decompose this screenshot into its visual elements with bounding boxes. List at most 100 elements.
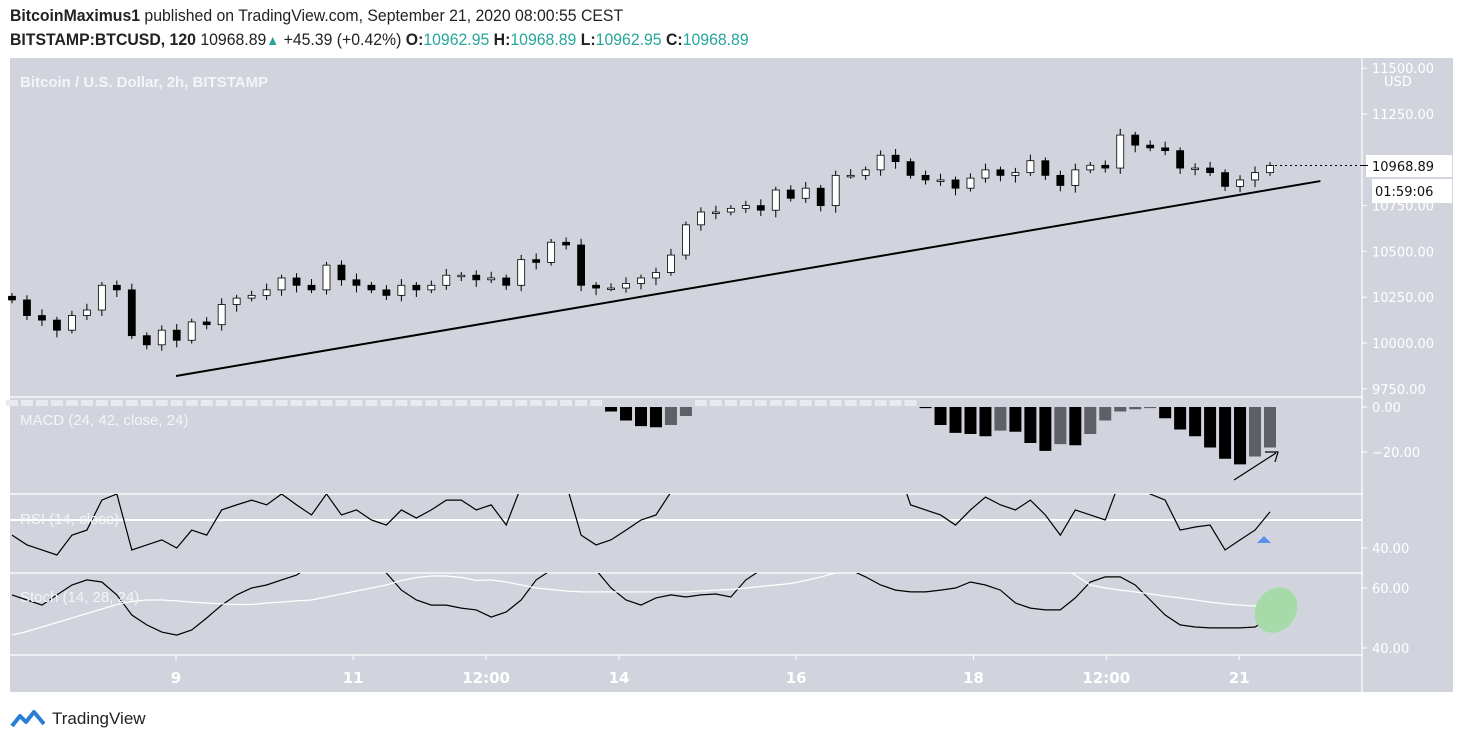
time-tick-label: 18 <box>963 669 984 687</box>
pane-dividers <box>10 58 1452 692</box>
macd-bar-falling <box>635 407 647 427</box>
candle-down <box>1101 164 1110 169</box>
macd-bar-rising <box>1099 407 1112 421</box>
macd-bar-zero <box>50 400 63 406</box>
candle-up <box>711 211 720 214</box>
candle-up <box>187 321 196 341</box>
chart-title: Bitcoin / U.S. Dollar, 2h, BITSTAMP <box>20 74 269 91</box>
macd-bar-zero <box>275 400 288 406</box>
annotations <box>175 180 1321 633</box>
candle-down <box>921 174 930 181</box>
price-tick-label: 10500.00 <box>1372 245 1434 260</box>
candle-down <box>292 277 301 286</box>
candle-down <box>367 284 376 291</box>
macd-bar-zero <box>110 400 123 406</box>
macd-bar-zero <box>530 400 543 406</box>
macd-bar-rising <box>1144 407 1157 409</box>
macd-bar-zero <box>80 400 93 406</box>
time-tick-label: 21 <box>1229 669 1250 687</box>
macd-bar-zero <box>455 400 468 406</box>
low-value: 10962.95 <box>595 30 662 49</box>
macd-bar-zero <box>694 400 707 406</box>
macd-bar-rising <box>1249 407 1262 457</box>
rsi-legend: RSI (14, close) <box>20 511 120 528</box>
macd-bar-zero <box>200 400 213 406</box>
macd-bar-falling <box>620 407 633 421</box>
macd-bar-zero <box>814 400 827 406</box>
candle-up <box>667 254 675 273</box>
time-tick-label: 16 <box>786 669 807 687</box>
candle-down <box>951 179 960 189</box>
price-tick-label: 10750.00 <box>1372 200 1434 215</box>
macd-bar-zero <box>170 400 183 406</box>
candle-down <box>352 279 361 286</box>
candle-up <box>741 205 750 209</box>
macd-bar-zero <box>560 400 573 406</box>
candle-up <box>682 224 690 256</box>
macd-bar-falling <box>1009 407 1022 432</box>
macd-bar-zero <box>784 400 797 406</box>
macd-bar-falling <box>919 407 932 409</box>
price-axis[interactable]: 11500.00 11250.00 10750.00 10500.00 10250.00… <box>1270 58 1453 692</box>
macd-bar-zero <box>6 400 18 406</box>
macd-bar-zero <box>889 400 902 406</box>
macd-bar-zero <box>754 400 767 406</box>
macd-bar-zero <box>20 400 33 406</box>
macd-bar-zero <box>395 400 408 406</box>
macd-bar-zero <box>335 400 348 406</box>
macd-bar-zero <box>844 400 857 406</box>
macd-bar-zero <box>769 400 782 406</box>
candle-up <box>1116 134 1125 169</box>
macd-bar-zero <box>215 400 228 406</box>
candle-down <box>307 284 316 291</box>
macd-legend: MACD (24, 42, close, 24) <box>20 412 189 429</box>
macd-bar-falling <box>649 407 662 428</box>
candle-up <box>157 329 166 346</box>
candle-up <box>397 284 406 296</box>
candle-down <box>38 315 46 321</box>
high-value: 10968.89 <box>510 30 577 49</box>
macd-tick-label: 0.00 <box>1372 401 1401 416</box>
rsi-pane <box>10 494 1362 556</box>
macd-bar-zero <box>575 400 588 406</box>
candle-up <box>1266 165 1274 174</box>
last-price-box <box>1366 155 1452 177</box>
macd-bar-falling <box>949 407 962 433</box>
last-price-label: 10968.89 <box>1372 160 1434 175</box>
author-name[interactable]: BitcoinMaximus1 <box>10 6 141 25</box>
open-label: O: <box>405 30 424 49</box>
candle-down <box>337 264 346 281</box>
candle-down <box>8 295 16 301</box>
time-axis[interactable]: 9 11 12:00 14 16 18 12:00 21 <box>171 655 1250 687</box>
candle-down <box>142 335 151 346</box>
stoch-legend: Stoch (14, 28, 24) <box>20 589 140 606</box>
tradingview-brand[interactable]: TradingView <box>10 708 146 730</box>
macd-bar-falling <box>934 407 947 425</box>
macd-bar-rising <box>679 407 692 416</box>
close-label: C: <box>665 30 683 49</box>
candle-down <box>756 205 765 211</box>
candle-up <box>217 304 226 326</box>
candle-up <box>981 169 990 179</box>
candle-up <box>457 274 466 278</box>
time-tick-label: 12:00 <box>1082 669 1130 687</box>
time-tick-label: 14 <box>609 669 630 687</box>
candle-up <box>637 277 645 284</box>
macd-bar-zero <box>365 400 378 406</box>
candle-down <box>1146 144 1155 149</box>
candle-down <box>202 321 211 326</box>
candles <box>8 128 1274 351</box>
macd-bar-zero <box>320 400 333 406</box>
macd-bar-zero <box>380 400 393 406</box>
macd-bar-falling <box>979 407 992 437</box>
candle-up <box>247 294 256 299</box>
candle-up <box>726 207 735 213</box>
candle-up <box>936 179 945 182</box>
macd-bar-rising <box>664 407 677 425</box>
macd-bar-zero <box>440 400 453 406</box>
macd-bar-zero <box>35 400 48 406</box>
macd-bar-falling <box>964 407 977 434</box>
stoch-tick-label: 40.00 <box>1372 642 1409 657</box>
arrow-icon <box>1233 452 1277 481</box>
